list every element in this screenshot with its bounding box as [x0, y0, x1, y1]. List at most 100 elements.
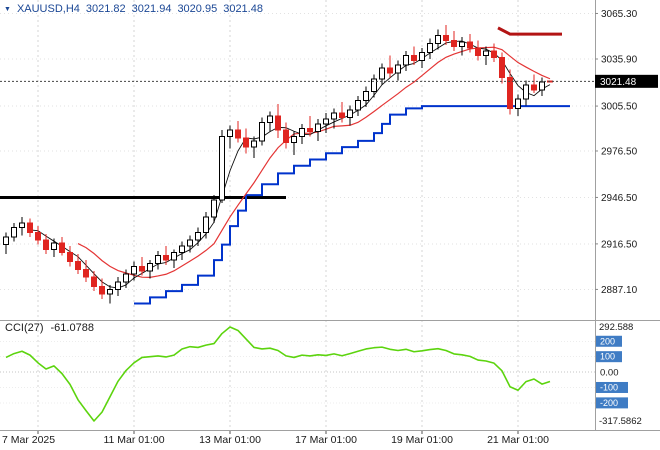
candle-body [419, 52, 425, 61]
time-axis-label: 13 Mar 01:00 [199, 434, 261, 446]
candle-body [363, 90, 369, 102]
candle-body [147, 262, 153, 272]
cci-level-badge [596, 381, 628, 393]
candle-body [403, 55, 409, 66]
time-axis-label: 19 Mar 01:00 [391, 434, 453, 446]
cci-level-badge-label: -100 [600, 382, 618, 392]
candle-body [331, 112, 337, 120]
candle-body [499, 56, 505, 78]
candle-body [475, 47, 481, 57]
candle-body [307, 128, 313, 133]
symbol-dropdown-icon[interactable]: ▼ [4, 5, 11, 13]
candle-body [347, 109, 353, 119]
price-axis: 3065.30 3035.90 3005.50 2976.50 2946.50 2916.… [595, 9, 638, 296]
cci-label: CCI(27) [5, 322, 44, 334]
candle-body [339, 112, 345, 119]
panel-frame [0, 0, 660, 431]
candle-body [491, 50, 497, 58]
price-axis-label: 2916.50 [601, 239, 638, 250]
cci-value: -61.0788 [50, 322, 94, 334]
time-axis-label: 11 Mar 01:00 [103, 434, 164, 446]
candle-body [275, 115, 281, 131]
candle-body [515, 98, 521, 109]
cci-line [5, 326, 551, 422]
candle-body [443, 35, 449, 41]
candle-body [243, 137, 249, 148]
candle-body [507, 76, 513, 109]
symbol-header: ▼ XAUUSD,H4 3021.82 3021.94 3020.95 3021… [4, 3, 263, 15]
candle-body [19, 222, 25, 229]
price-axis-label: 2887.10 [601, 285, 638, 296]
candles-layer [3, 24, 553, 304]
quote-open: 3021.82 [85, 3, 126, 15]
current-price-badge [595, 74, 658, 88]
candle-body [99, 285, 105, 295]
candle-body [203, 216, 209, 233]
cci-max-label: 292.588 [599, 322, 633, 333]
candle-body [251, 140, 257, 148]
cci-axis: 292.588 -317.5862 200 100 0.00 -100 -200 [596, 322, 642, 427]
quote-close: 3021.48 [223, 3, 263, 15]
candle-body [227, 129, 233, 137]
candle-body [195, 231, 201, 241]
candle-body [411, 55, 417, 61]
candle-body [355, 100, 361, 111]
price-axis-label: 3065.30 [601, 9, 638, 20]
candle-body [91, 276, 97, 287]
price-axis-label: 3035.90 [601, 54, 638, 65]
quote-high: 3021.94 [131, 3, 172, 15]
price-axis-label: 2946.50 [601, 193, 638, 204]
candle-body [27, 222, 33, 233]
quote-low: 3020.95 [177, 3, 218, 15]
candle-body [171, 251, 177, 261]
symbol-label: XAUUSD,H4 [16, 3, 80, 15]
candle-body [163, 255, 169, 261]
cci-level-badge [596, 397, 628, 409]
grid-layer [0, 0, 595, 429]
candle-body [75, 261, 81, 270]
candle-body [395, 64, 401, 74]
candle-body [107, 289, 113, 295]
candle-body [155, 255, 161, 264]
candle-body [59, 242, 65, 253]
cci-level-badge [596, 351, 622, 363]
candle-body [259, 121, 265, 142]
candle-body [35, 231, 41, 241]
candle-body [235, 129, 241, 139]
candle-body [451, 39, 457, 47]
candle-body [67, 251, 73, 263]
candle-body [387, 67, 393, 74]
time-axis: 7 Mar 2025 11 Mar 01:00 13 Mar 01:00 17 Mar… [2, 431, 549, 446]
time-axis-label: 21 Mar 01:00 [487, 434, 549, 446]
candle-body [43, 239, 49, 250]
cci-indicator-header: CCI(27) -61.0788 [5, 322, 94, 334]
time-axis-label: 17 Mar 01:00 [295, 434, 357, 446]
candle-body [379, 67, 385, 80]
candle-body [483, 50, 489, 57]
cci-level-badge-label: 100 [600, 352, 615, 362]
cci-level-badge-label: 200 [600, 336, 615, 346]
candle-body [139, 265, 145, 272]
candle-body [83, 268, 89, 278]
candle-body [523, 84, 529, 100]
price-axis-label: 3005.50 [601, 102, 638, 113]
current-price-badge-label: 3021.48 [600, 77, 637, 88]
cci-level-badge [596, 335, 622, 347]
candle-body [267, 115, 273, 123]
time-axis-label: 7 Mar 2025 [2, 434, 55, 446]
candle-body [539, 81, 545, 91]
candle-body [131, 265, 137, 275]
candle-body [187, 239, 193, 247]
cci-level-badge-label: -200 [600, 398, 618, 408]
candle-body [371, 78, 377, 92]
candle-body [427, 42, 433, 54]
candle-body [283, 129, 289, 143]
candle-body [315, 123, 321, 133]
candle-body [219, 135, 225, 201]
red-resistance-line[interactable] [497, 26, 562, 36]
cci-min-label: -317.5862 [599, 416, 642, 427]
cci-zero-label: 0.00 [600, 368, 619, 379]
candle-body [51, 242, 57, 250]
